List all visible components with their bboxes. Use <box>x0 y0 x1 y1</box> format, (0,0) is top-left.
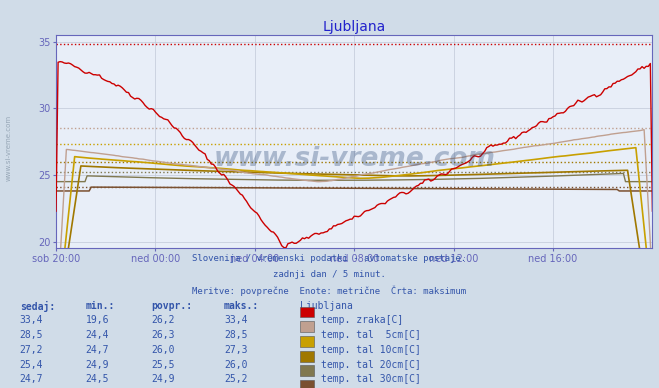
Text: www.si-vreme.com: www.si-vreme.com <box>214 146 495 172</box>
Text: 19,6: 19,6 <box>86 315 109 326</box>
Text: 27,3: 27,3 <box>224 345 248 355</box>
Text: povpr.:: povpr.: <box>152 301 192 311</box>
Text: temp. zraka[C]: temp. zraka[C] <box>321 315 403 326</box>
Text: temp. tal 20cm[C]: temp. tal 20cm[C] <box>321 360 421 370</box>
Text: 26,2: 26,2 <box>152 315 175 326</box>
Text: 25,2: 25,2 <box>224 374 248 385</box>
Title: Ljubljana: Ljubljana <box>323 20 386 34</box>
Text: 24,5: 24,5 <box>86 374 109 385</box>
Text: 25,4: 25,4 <box>20 360 43 370</box>
Text: Meritve: povprečne  Enote: metrične  Črta: maksimum: Meritve: povprečne Enote: metrične Črta:… <box>192 285 467 296</box>
Text: Ljubljana: Ljubljana <box>300 301 353 311</box>
Text: 26,0: 26,0 <box>224 360 248 370</box>
Text: 24,9: 24,9 <box>86 360 109 370</box>
Text: 28,5: 28,5 <box>20 330 43 340</box>
Text: 27,2: 27,2 <box>20 345 43 355</box>
Text: temp. tal 30cm[C]: temp. tal 30cm[C] <box>321 374 421 385</box>
Text: min.:: min.: <box>86 301 115 311</box>
Text: 26,3: 26,3 <box>152 330 175 340</box>
Text: maks.:: maks.: <box>224 301 259 311</box>
Text: zadnji dan / 5 minut.: zadnji dan / 5 minut. <box>273 270 386 279</box>
Text: temp. tal  5cm[C]: temp. tal 5cm[C] <box>321 330 421 340</box>
Text: sedaj:: sedaj: <box>20 301 55 312</box>
Text: Slovenija / vremenski podatki - avtomatske postaje.: Slovenija / vremenski podatki - avtomats… <box>192 254 467 263</box>
Text: www.si-vreme.com: www.si-vreme.com <box>5 114 12 180</box>
Text: 24,9: 24,9 <box>152 374 175 385</box>
Text: 24,7: 24,7 <box>20 374 43 385</box>
Text: 33,4: 33,4 <box>20 315 43 326</box>
Text: 33,4: 33,4 <box>224 315 248 326</box>
Text: temp. tal 10cm[C]: temp. tal 10cm[C] <box>321 345 421 355</box>
Text: 24,4: 24,4 <box>86 330 109 340</box>
Text: 25,5: 25,5 <box>152 360 175 370</box>
Text: 26,0: 26,0 <box>152 345 175 355</box>
Text: 28,5: 28,5 <box>224 330 248 340</box>
Text: 24,7: 24,7 <box>86 345 109 355</box>
